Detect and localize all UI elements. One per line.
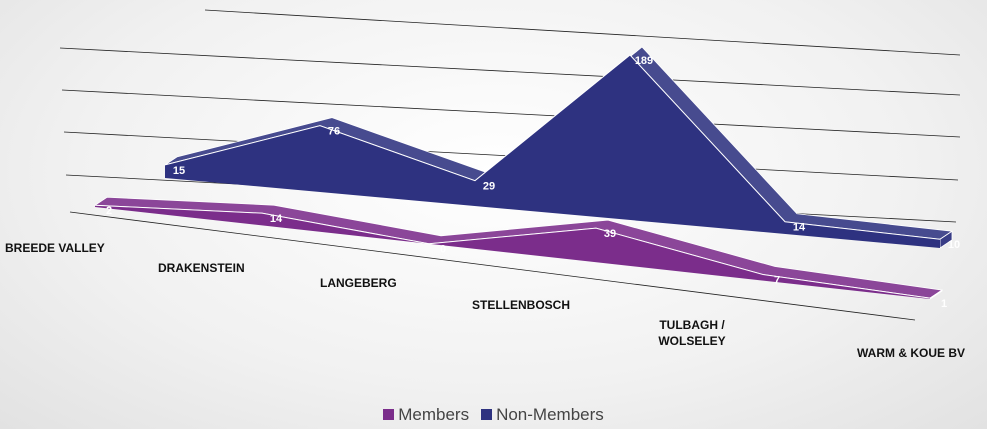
- category-label: WARM & KOUE BV: [857, 346, 965, 360]
- legend-swatch: [383, 409, 395, 420]
- data-label: 189: [635, 55, 653, 67]
- grid-line: [204, 9, 961, 56]
- category-label: STELLENBOSCH: [472, 298, 571, 312]
- data-label: 39: [604, 228, 616, 240]
- area-front-face: [165, 55, 940, 248]
- grid-line: [59, 47, 961, 96]
- data-label: 2: [106, 205, 112, 217]
- legend-item: Non-Members: [481, 405, 604, 424]
- category-label: BREEDE VALLEY: [5, 241, 105, 255]
- data-label: 7: [774, 274, 780, 286]
- legend: Members Non-Members: [0, 405, 987, 425]
- floor-line: [69, 211, 916, 321]
- data-label: 29: [483, 181, 495, 193]
- data-label: 76: [328, 126, 340, 138]
- area-front-face: [95, 205, 930, 299]
- category-label: LANGEBERG: [320, 276, 397, 290]
- legend-swatch: [481, 409, 493, 420]
- data-label: 1: [941, 298, 947, 310]
- data-label: 0: [440, 244, 446, 256]
- area-line: [164, 54, 941, 240]
- category-label: DRAKENSTEIN: [158, 261, 245, 275]
- data-label: 15: [173, 165, 185, 177]
- data-label: 14: [793, 222, 806, 234]
- category-label: TULBAGH / WOLSELEY: [658, 318, 726, 348]
- data-label: 14: [270, 213, 283, 225]
- legend-item: Members: [383, 405, 469, 424]
- legend-label: Members: [398, 405, 470, 424]
- grid-line: [61, 89, 961, 138]
- area-line: [94, 204, 931, 299]
- legend-label: Non-Members: [496, 405, 604, 424]
- data-label: 10: [948, 239, 960, 251]
